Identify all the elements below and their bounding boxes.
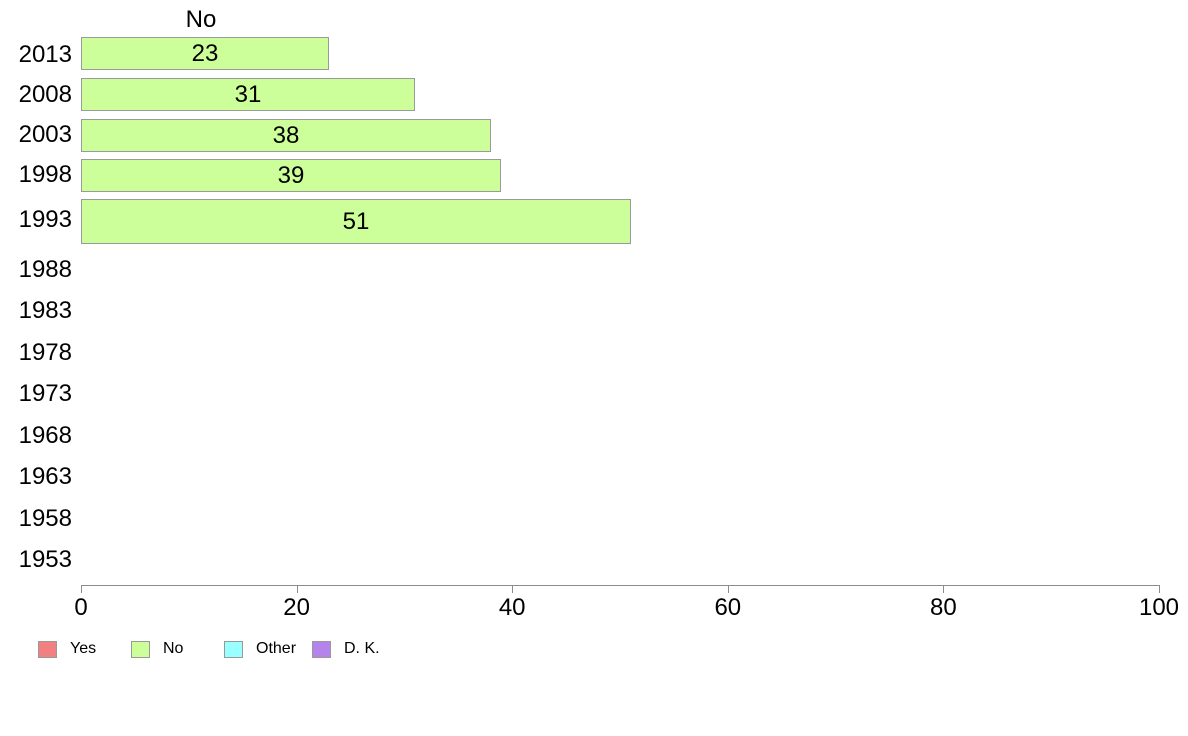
- bar-2013: 23: [81, 37, 329, 70]
- x-axis-tick: [512, 585, 514, 593]
- x-axis-tick-label: 20: [283, 594, 310, 621]
- legend-swatch-icon: [312, 640, 331, 658]
- legend-item-other: Other: [224, 640, 296, 658]
- y-axis-label-1958: 1958: [18, 505, 72, 532]
- y-axis-label-2003: 2003: [18, 121, 72, 148]
- x-axis-tick: [296, 585, 298, 593]
- x-axis-tick: [1159, 585, 1160, 593]
- y-axis-label-1993: 1993: [18, 206, 72, 233]
- x-axis-tick-label: 80: [930, 594, 957, 621]
- y-axis-label-1988: 1988: [18, 256, 72, 283]
- bar-2008: 31: [81, 78, 415, 111]
- bar-value-label: 51: [342, 207, 370, 235]
- x-axis-tick: [943, 585, 945, 593]
- legend-label: No: [163, 640, 184, 657]
- bar-1998: 39: [81, 159, 501, 192]
- x-axis-line: [81, 585, 1160, 586]
- bar-2003: 38: [81, 119, 491, 152]
- bar-value-label: 23: [191, 39, 219, 67]
- y-axis-label-1983: 1983: [18, 297, 72, 324]
- legend-item-dk: D. K.: [312, 640, 380, 658]
- legend-label: D. K.: [344, 640, 380, 657]
- bar-1993: 51: [81, 199, 631, 244]
- legend-swatch-icon: [224, 640, 243, 658]
- y-axis-label-1978: 1978: [18, 339, 72, 366]
- bar-value-label: 39: [277, 161, 305, 189]
- y-axis-label-1973: 1973: [18, 380, 72, 407]
- bar-value-label: 38: [272, 121, 300, 149]
- legend-item-no: No: [131, 640, 183, 658]
- legend-label: Other: [256, 640, 297, 657]
- x-axis-tick-label: 100: [1138, 594, 1180, 621]
- y-axis-label-1963: 1963: [18, 463, 72, 490]
- legend-swatch-icon: [131, 640, 150, 658]
- x-axis-tick-label: 40: [498, 594, 526, 621]
- x-axis-tick-label: 0: [74, 594, 88, 621]
- legend-label: Yes: [70, 640, 97, 657]
- legend-item-yes: Yes: [38, 640, 96, 658]
- y-axis-label-1968: 1968: [18, 422, 72, 449]
- y-axis-label-1953: 1953: [18, 546, 72, 573]
- legend-swatch-icon: [38, 640, 57, 658]
- chart-title: No: [185, 6, 217, 33]
- y-axis-label-1998: 1998: [18, 161, 72, 188]
- bar-value-label: 31: [234, 80, 262, 108]
- y-axis-label-2008: 2008: [18, 81, 72, 108]
- x-axis-tick: [727, 585, 729, 593]
- x-axis-tick: [81, 585, 82, 593]
- x-axis-tick-label: 60: [714, 594, 742, 621]
- y-axis-label-2013: 2013: [18, 41, 72, 68]
